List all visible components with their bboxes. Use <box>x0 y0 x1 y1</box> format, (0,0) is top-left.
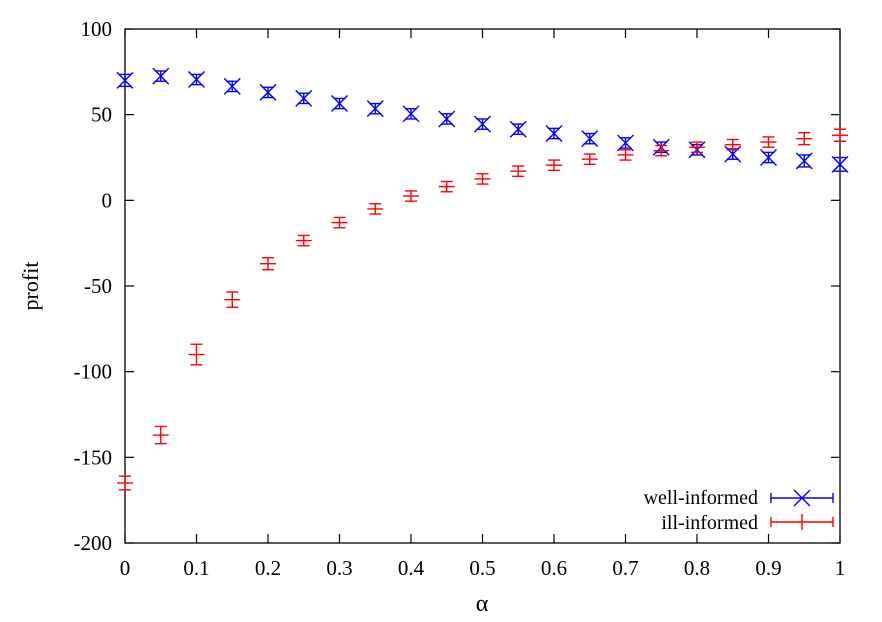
data-point <box>545 125 563 143</box>
data-point <box>295 89 313 107</box>
series-1 <box>117 128 848 491</box>
legend: well-informed ill-informed <box>644 487 834 534</box>
data-point <box>366 100 384 118</box>
data-point <box>617 149 634 161</box>
data-point <box>689 141 705 154</box>
data-point <box>474 115 491 133</box>
data-point <box>117 475 133 491</box>
legend-sample-0 <box>770 489 834 507</box>
y-axis-label: profit <box>18 262 43 311</box>
data-point <box>438 180 455 193</box>
x-tick-label: 0.6 <box>541 556 567 580</box>
y-tick-labels: -200 -150 -100 -50 0 50 100 <box>74 17 113 555</box>
data-point <box>796 131 813 146</box>
data-point <box>116 71 134 89</box>
axis-ticks <box>124 28 841 544</box>
x-tick-label: 0.8 <box>684 556 710 580</box>
data-point <box>259 83 277 101</box>
y-tick-label: -50 <box>84 274 112 298</box>
y-tick-label: 100 <box>81 17 113 41</box>
data-point <box>653 144 670 157</box>
data-point <box>474 173 491 185</box>
data-point <box>223 77 241 95</box>
data-point <box>581 130 599 148</box>
legend-label-ill-informed: ill-informed <box>661 512 758 534</box>
x-tick-label: 0.9 <box>755 556 781 580</box>
legend-label-well-informed: well-informed <box>644 487 758 509</box>
data-point <box>795 152 813 170</box>
data-point <box>546 159 562 172</box>
data-point <box>724 138 741 151</box>
data-point <box>832 128 848 142</box>
data-point <box>152 425 169 445</box>
data-point <box>438 110 456 128</box>
y-tick-label: 0 <box>102 188 113 212</box>
x-tick-label: 0.5 <box>469 556 495 580</box>
data-point <box>152 67 170 85</box>
x-tick-label: 0.7 <box>612 556 638 580</box>
series-0 <box>116 67 849 173</box>
data-point <box>760 149 777 166</box>
data-point <box>188 343 205 366</box>
data-series <box>116 67 849 491</box>
data-point <box>403 190 419 202</box>
x-tick-label: 0.3 <box>326 556 352 580</box>
data-point <box>831 155 849 173</box>
data-point <box>224 291 241 309</box>
data-point <box>760 136 777 148</box>
data-point <box>295 234 312 247</box>
x-tick-label: 0.4 <box>398 556 425 580</box>
data-point <box>188 71 205 89</box>
data-point <box>331 216 348 229</box>
y-tick-label: 50 <box>91 103 112 127</box>
y-tick-label: -150 <box>74 445 113 469</box>
legend-sample-1 <box>770 514 834 530</box>
plot-frame <box>124 28 841 544</box>
data-point <box>581 153 598 166</box>
x-tick-label: 0.2 <box>255 556 281 580</box>
x-tick-label: 1 <box>835 556 846 580</box>
x-axis-label: α <box>476 591 489 617</box>
data-point <box>509 120 527 138</box>
data-point <box>510 165 527 178</box>
y-tick-label: -100 <box>74 360 113 384</box>
data-point <box>367 203 384 215</box>
x-tick-label: 0.1 <box>183 556 209 580</box>
x-tick-labels: 0 0.1 0.2 0.3 0.4 0.5 0.6 0.7 0.8 0.9 1 <box>120 556 846 580</box>
data-point <box>617 134 634 152</box>
data-point <box>331 95 348 113</box>
y-tick-label: -200 <box>74 531 113 555</box>
data-point <box>402 105 420 123</box>
x-tick-label: 0 <box>120 556 131 580</box>
data-point <box>260 257 276 271</box>
